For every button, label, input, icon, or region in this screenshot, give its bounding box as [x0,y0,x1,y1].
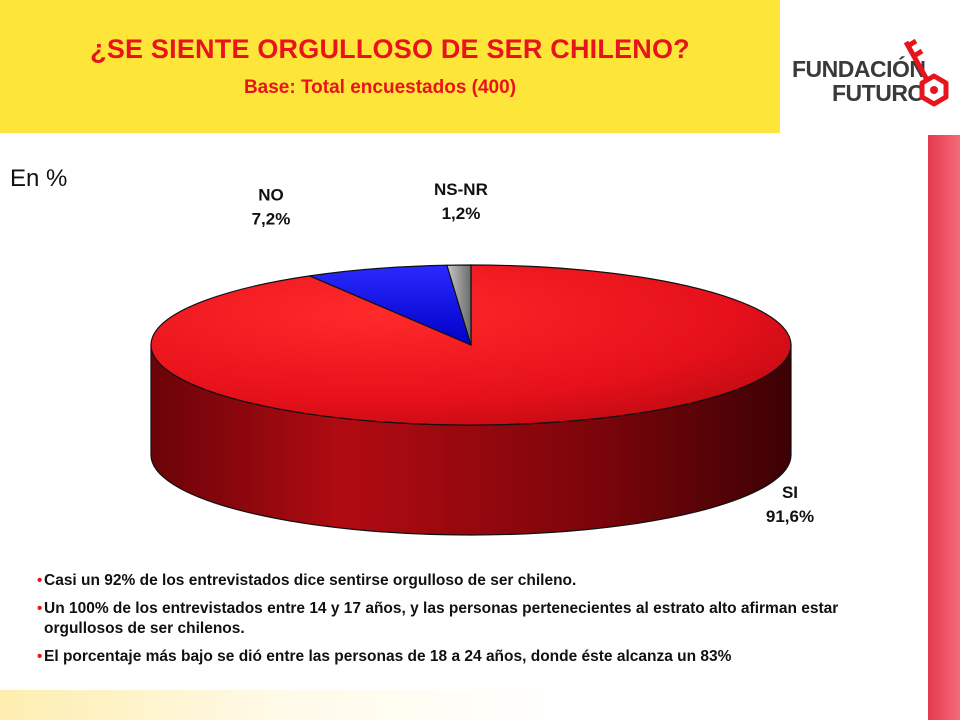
note-item: • Un 100% de los entrevistados entre 14 … [37,600,839,637]
bottom-decorative-fade [0,690,928,720]
page-title: ¿SE SIENTE ORGULLOSO DE SER CHILENO? [90,34,690,64]
page-subtitle: Base: Total encuestados (400) [243,77,517,98]
slice-label-ns-nr: NS-NR [434,180,488,199]
pie-slice-ns-nr [446,264,472,346]
logo-line1: FUNDACIÓN [792,56,926,82]
note-item: • Casi un 92% de los entrevistados dice … [37,572,577,589]
slice-label-no: NO [258,186,284,205]
slice-label-si: SI [782,483,798,502]
bullet-icon: • [37,572,43,589]
note-item: • El porcentaje más bajo se dió entre la… [37,648,732,665]
slice-value-ns-nr: 1,2% [442,204,481,223]
pie-slice-no [307,264,472,347]
fundacion-futuro-logo: FUNDACIÓN FUTURO [786,20,960,120]
right-decorative-stripe [928,135,960,720]
slice-value-no: 7,2% [252,210,291,229]
slice-value-si: 91,6% [766,507,814,526]
key-icon [903,38,949,107]
bullet-icon: • [37,648,43,665]
logo-line2: FUTURO [832,80,925,106]
unit-label: En % [10,165,68,192]
notes-list: • Casi un 92% de los entrevistados dice … [37,571,894,675]
bullet-icon: • [37,600,43,617]
header-band [0,0,780,133]
